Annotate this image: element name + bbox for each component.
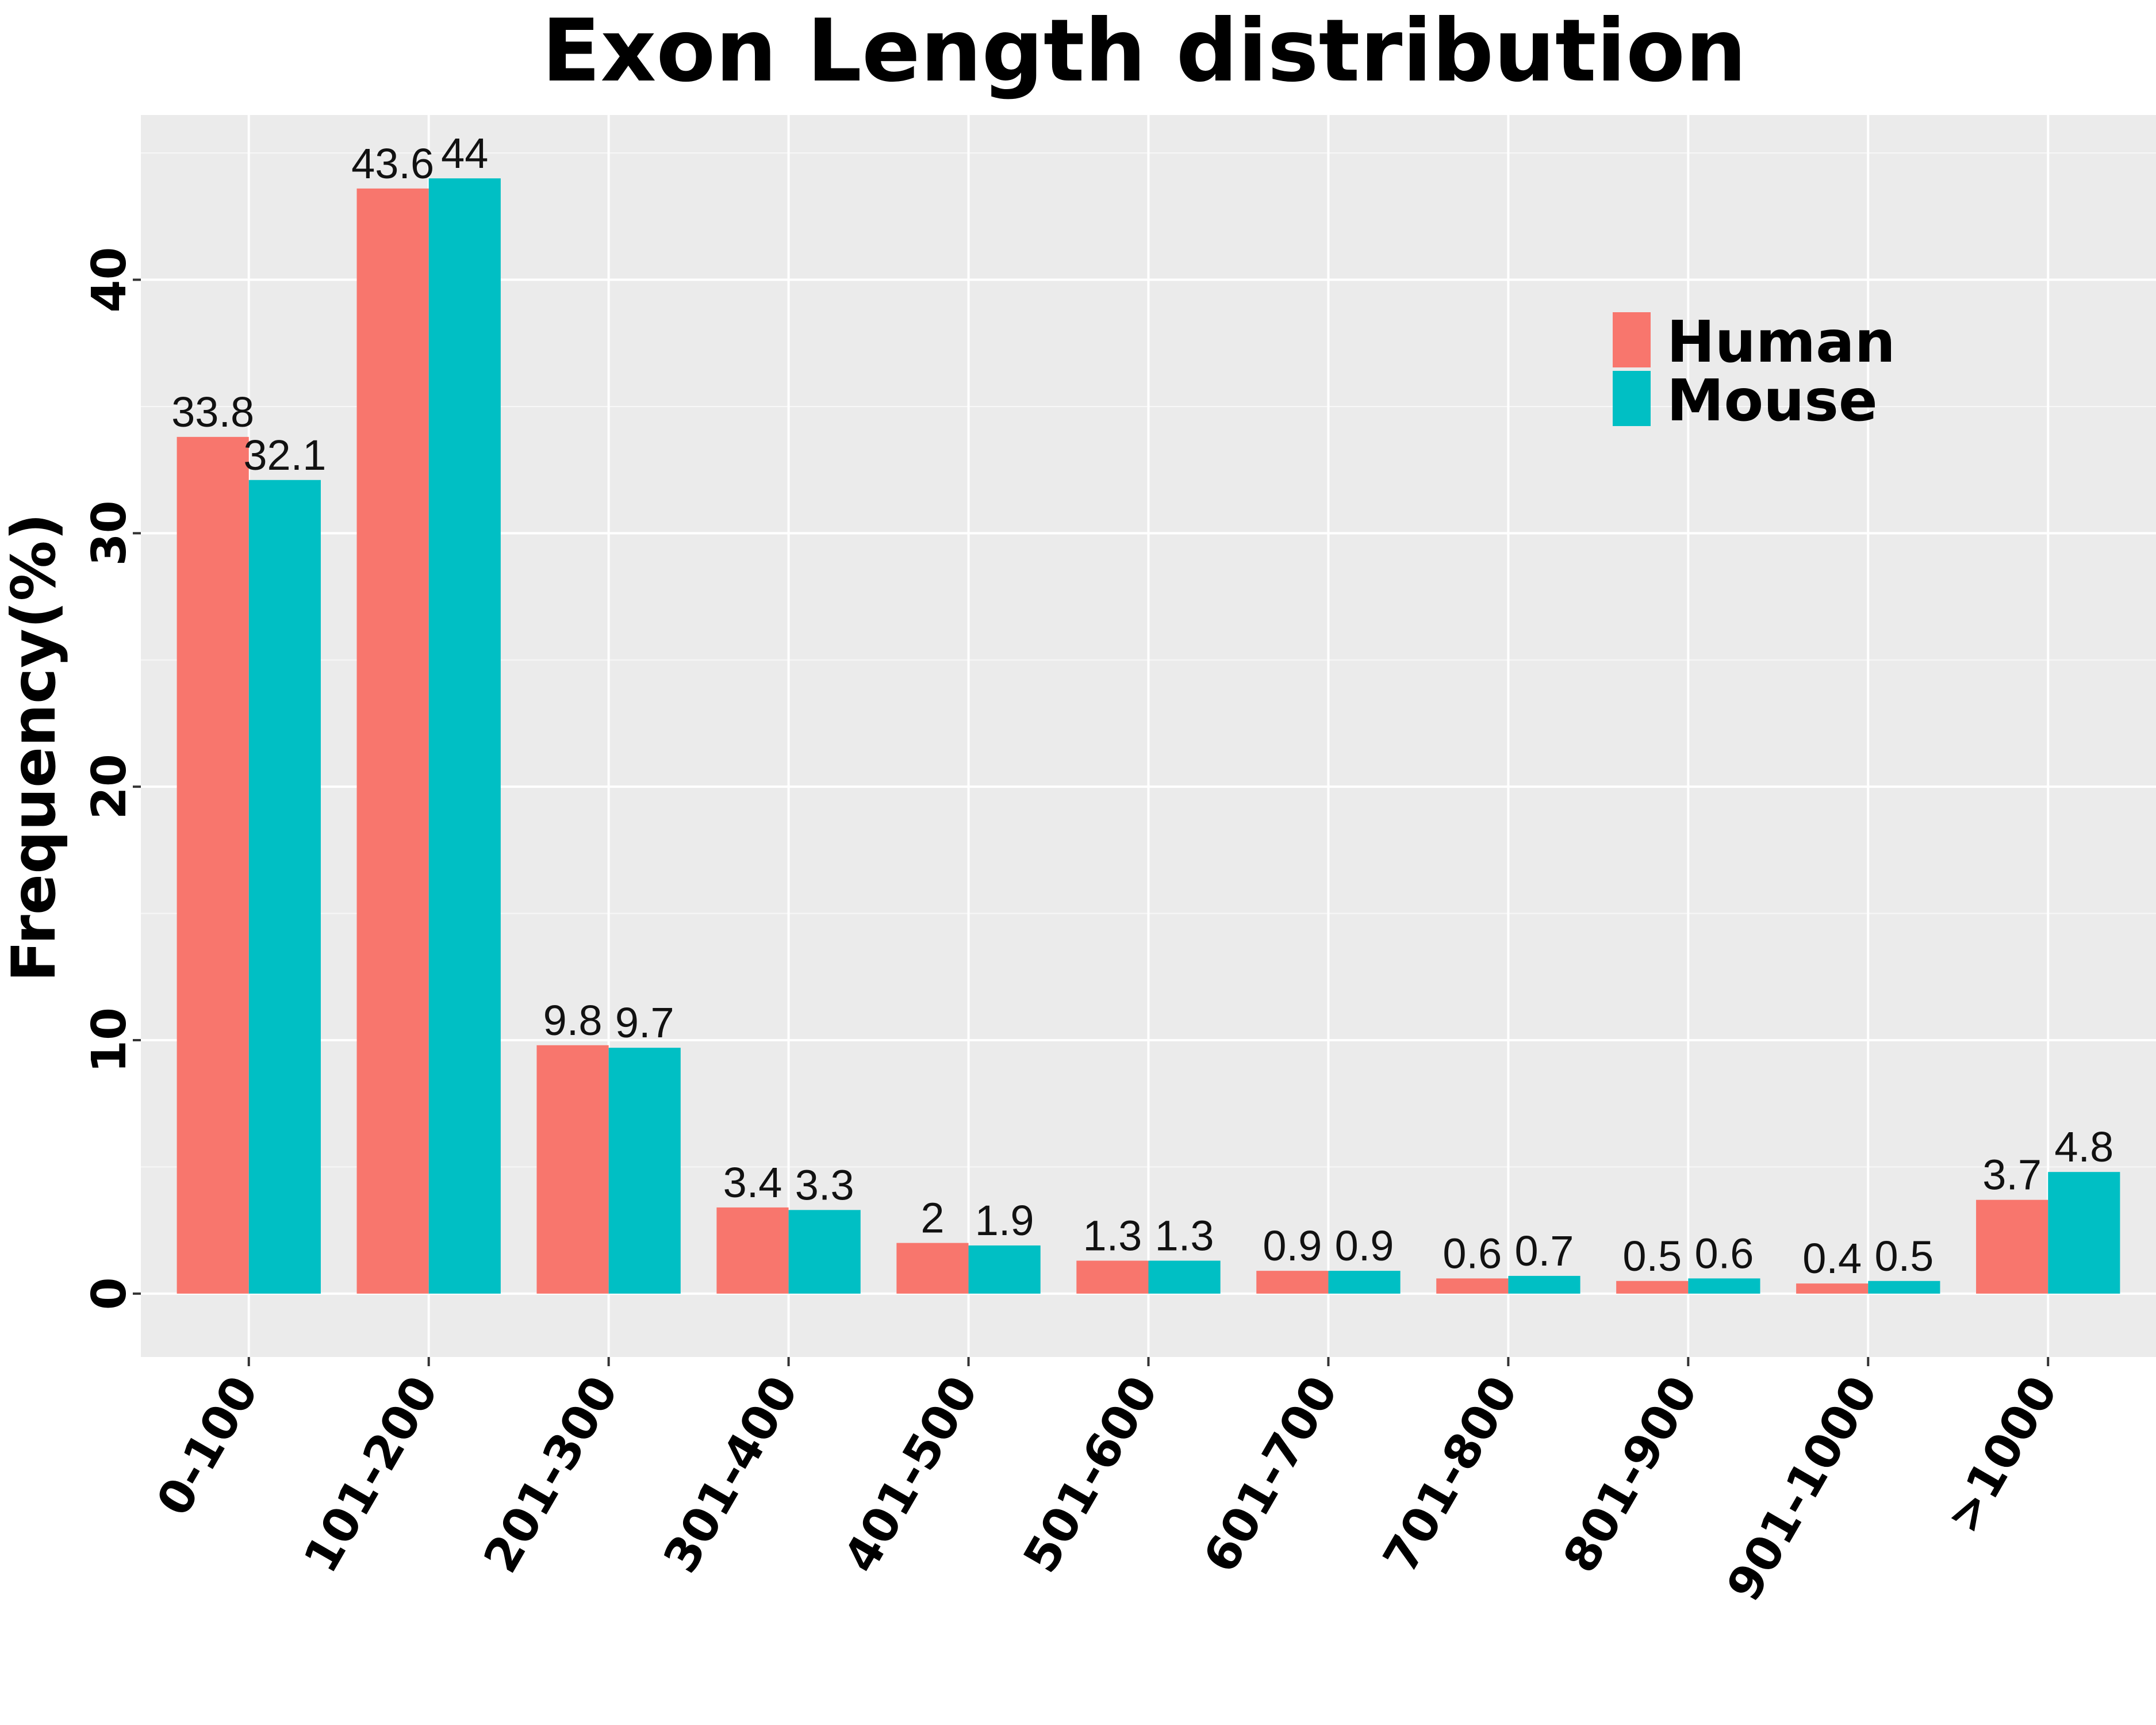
data-label: 2 bbox=[920, 1194, 944, 1242]
bar-human bbox=[1436, 1278, 1509, 1294]
legend-label-mouse: Mouse bbox=[1667, 367, 1878, 434]
bar-human bbox=[536, 1045, 609, 1294]
bar-mouse bbox=[2048, 1172, 2120, 1294]
data-label: 3.4 bbox=[723, 1159, 782, 1206]
data-label: 44 bbox=[441, 129, 488, 177]
x-tick-label: 701-800 bbox=[1373, 1367, 1528, 1582]
bar-mouse bbox=[1148, 1260, 1221, 1294]
bar-human bbox=[1796, 1283, 1869, 1294]
data-label: 32.1 bbox=[243, 431, 326, 479]
data-label: 1.3 bbox=[1155, 1212, 1214, 1259]
legend-key-human bbox=[1613, 312, 1651, 367]
y-tick-label: 10 bbox=[82, 1007, 137, 1073]
x-tick-label: 0-100 bbox=[147, 1367, 269, 1525]
bar-mouse bbox=[968, 1245, 1041, 1294]
data-label: 0.6 bbox=[1694, 1229, 1754, 1277]
bar-mouse bbox=[1868, 1281, 1940, 1294]
data-label: 1.3 bbox=[1083, 1212, 1142, 1259]
data-label: 0.9 bbox=[1335, 1222, 1394, 1270]
x-tick-label: 501-600 bbox=[1013, 1367, 1168, 1582]
legend-key-mouse bbox=[1613, 371, 1651, 426]
x-tick-label: 201-300 bbox=[474, 1367, 629, 1582]
bar-mouse bbox=[428, 178, 501, 1294]
y-tick-label: 40 bbox=[82, 247, 137, 312]
data-label: 0.5 bbox=[1622, 1232, 1682, 1280]
data-label: 9.7 bbox=[615, 999, 674, 1046]
data-label: 0.5 bbox=[1874, 1232, 1934, 1280]
bar-human bbox=[1256, 1271, 1329, 1294]
bar-human bbox=[356, 188, 429, 1294]
data-label: 9.8 bbox=[543, 996, 603, 1044]
bar-mouse bbox=[1688, 1278, 1760, 1294]
y-axis-label: Frequency(%) bbox=[0, 513, 69, 982]
bar-human bbox=[716, 1207, 789, 1294]
bar-human bbox=[1976, 1199, 2048, 1294]
data-label: 0.6 bbox=[1443, 1229, 1502, 1277]
data-label: 43.6 bbox=[351, 140, 434, 187]
bar-human bbox=[1076, 1260, 1149, 1294]
bar-human bbox=[177, 436, 249, 1294]
bar-mouse bbox=[248, 480, 321, 1294]
x-tick-label: 601-700 bbox=[1193, 1367, 1348, 1582]
bar-mouse bbox=[608, 1048, 681, 1294]
data-label: 0.7 bbox=[1515, 1227, 1574, 1275]
data-label: 0.4 bbox=[1802, 1235, 1862, 1282]
bar-human bbox=[1616, 1281, 1689, 1294]
bars bbox=[177, 178, 2120, 1294]
data-label: 3.7 bbox=[1982, 1151, 2042, 1199]
x-tick-label: 801-900 bbox=[1553, 1367, 1708, 1582]
x-tick-label: 401-500 bbox=[833, 1367, 988, 1582]
bar-mouse bbox=[788, 1210, 861, 1294]
y-tick-label: 0 bbox=[82, 1277, 137, 1310]
data-label: 4.8 bbox=[2054, 1123, 2113, 1171]
x-tick-label: 901-1000 bbox=[1717, 1367, 1889, 1611]
bar-mouse bbox=[1328, 1271, 1401, 1294]
data-labels: 33.843.69.83.42 1.3 0.9 0.6 0.5 0.43.732.1449… bbox=[171, 129, 2113, 1282]
legend-label-human: Human bbox=[1667, 308, 1896, 375]
y-tick-label: 20 bbox=[82, 754, 137, 819]
x-tick-label: 101-200 bbox=[294, 1367, 449, 1582]
data-label: 3.3 bbox=[795, 1161, 854, 1209]
bar-human bbox=[896, 1243, 969, 1294]
chart-title: Exon Length distribution bbox=[542, 1, 1747, 101]
y-tick-label: 30 bbox=[82, 500, 137, 566]
x-tick-label: 301-400 bbox=[653, 1367, 808, 1582]
data-label: 1.9 bbox=[975, 1197, 1034, 1244]
data-label: 33.8 bbox=[171, 388, 254, 436]
bar-mouse bbox=[1508, 1275, 1580, 1294]
data-label: 0.9 bbox=[1263, 1222, 1322, 1270]
x-tick-label: >1000 bbox=[1936, 1367, 2069, 1543]
